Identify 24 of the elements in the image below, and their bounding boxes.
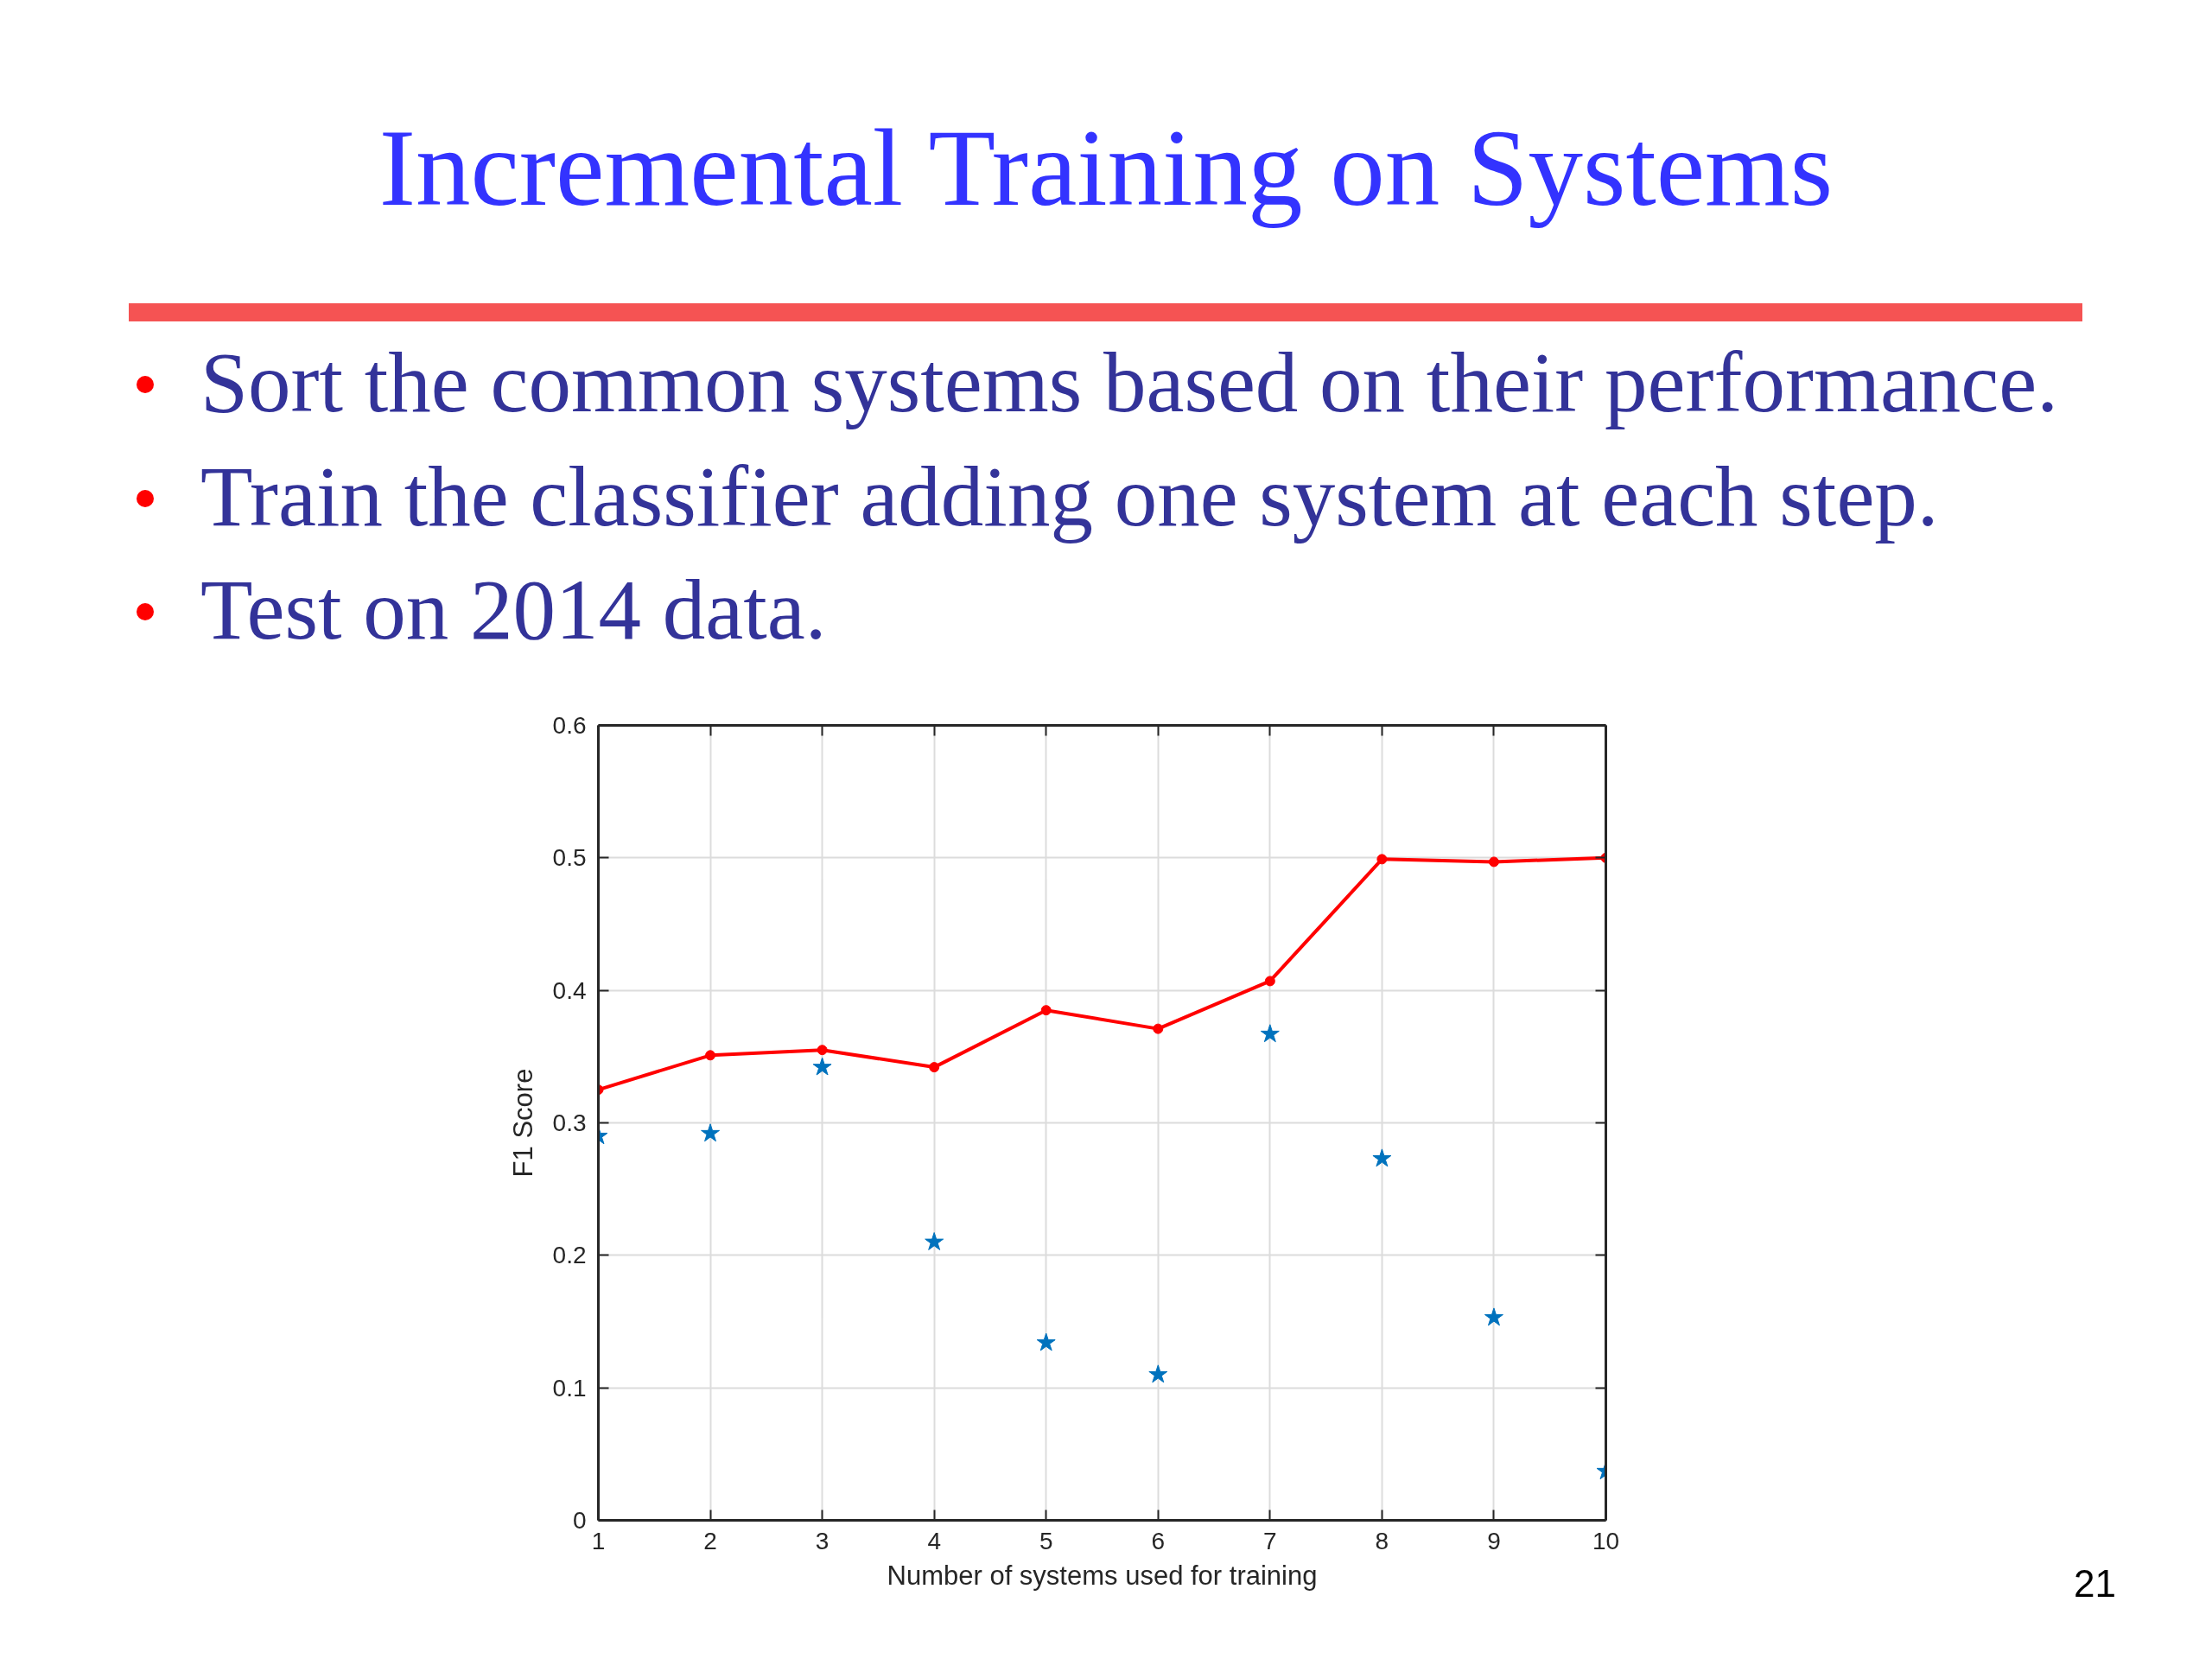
- text: 21: [2074, 1562, 2116, 1605]
- x-tick-label: 1: [591, 1527, 606, 1554]
- x-tick-label: 5: [1039, 1527, 1053, 1554]
- y-tick-label: 0.1: [552, 1374, 587, 1402]
- text: Test on 2014 data.: [200, 563, 827, 657]
- x-tick-label: 7: [1263, 1527, 1277, 1554]
- x-tick-label: 2: [703, 1527, 717, 1554]
- x-tick-label: 6: [1151, 1527, 1166, 1554]
- x-tick-label: 8: [1375, 1527, 1389, 1554]
- text: Sort the common systems based on their performance.: [200, 335, 2058, 429]
- x-tick-label: 10: [1592, 1527, 1620, 1554]
- y-tick-label: 0.6: [552, 712, 587, 739]
- x-tick-label: 3: [815, 1527, 830, 1554]
- y-tick-label: 0.5: [552, 844, 587, 872]
- y-tick-label: 0.2: [552, 1242, 587, 1269]
- y-tick-label: 0.4: [552, 976, 587, 1004]
- x-tick-label: 9: [1487, 1527, 1501, 1554]
- y-tick-label: 0: [572, 1507, 587, 1534]
- text: Train the classifier adding one system at each step.: [200, 449, 1939, 543]
- x-axis-title: Number of systems used for training: [887, 1560, 1318, 1591]
- chart-title: Incremental Training on Systems: [378, 107, 1834, 228]
- x-tick-label: 4: [927, 1527, 941, 1554]
- y-axis-title: F1 Score: [507, 1068, 538, 1178]
- y-tick-label: 0.3: [552, 1109, 587, 1136]
